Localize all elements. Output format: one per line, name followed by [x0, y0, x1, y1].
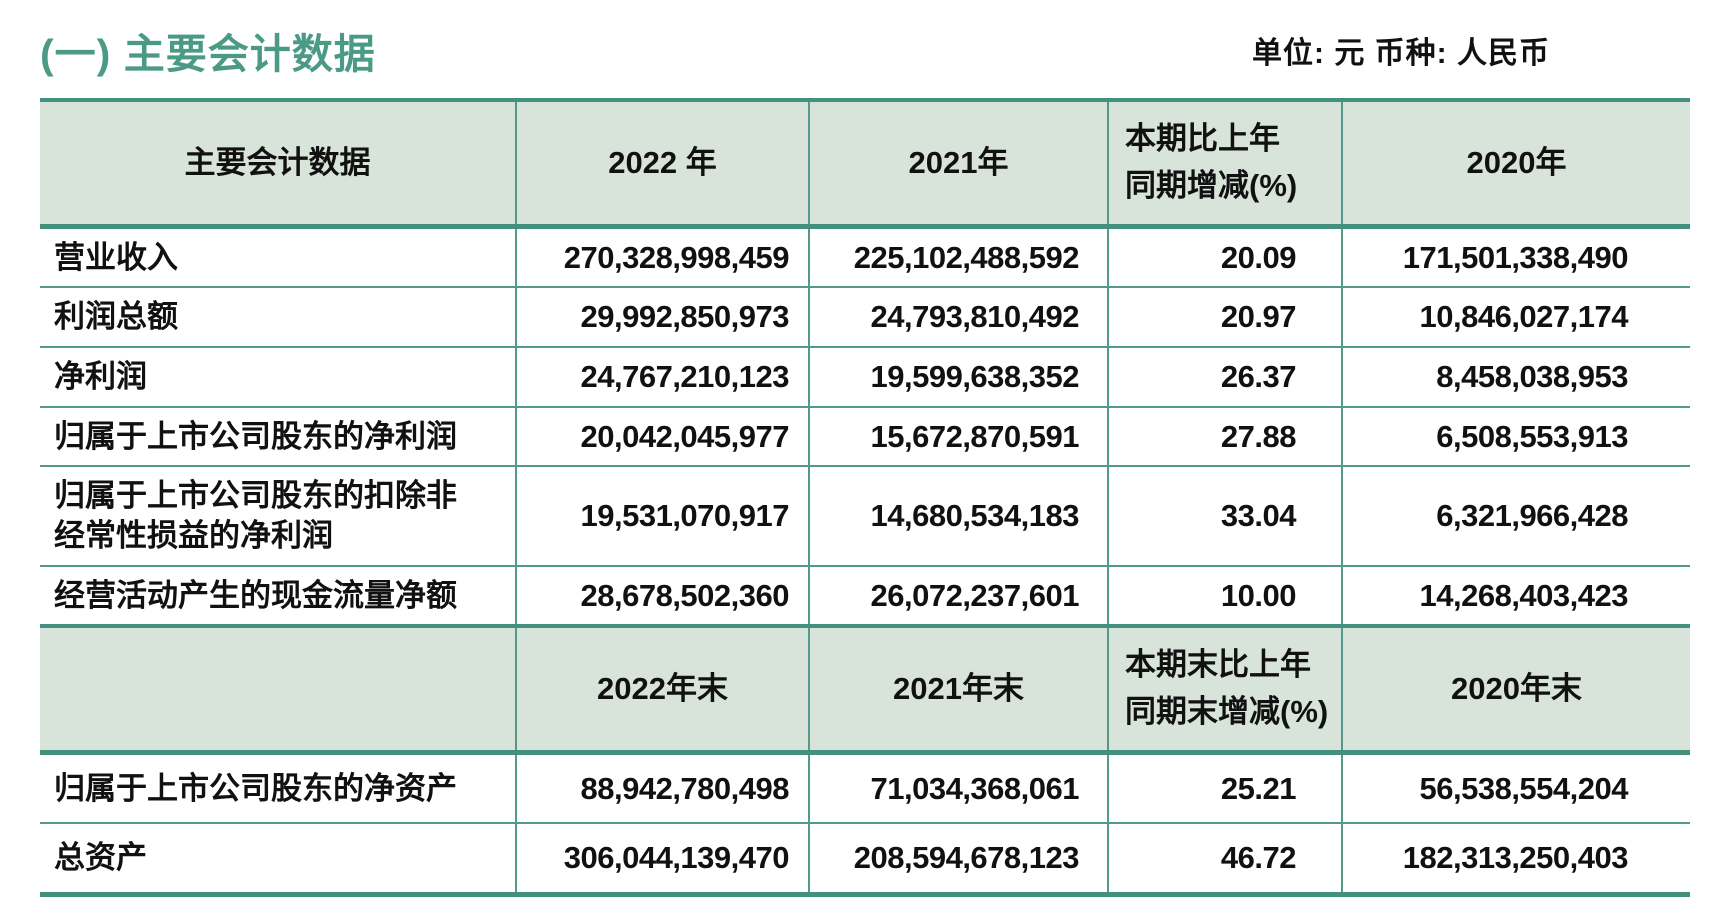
table-header-secondary: 2022年末 2021年末 本期末比上年 同期末增减(%) 2020年末 — [40, 624, 1690, 755]
value-cell: 10.00 — [1107, 564, 1342, 627]
value-cell: 20,042,045,977 — [515, 405, 809, 467]
section-title: (一) 主要会计数据 — [40, 31, 376, 77]
value-cell: 306,044,139,470 — [515, 822, 809, 895]
value-cell: 20.97 — [1107, 286, 1342, 347]
row-label-cell: 归属于上市公司股东的净利润 — [40, 405, 516, 467]
table-row: 总资产 306,044,139,470 208,594,678,123 46.72 18… — [40, 822, 1690, 895]
period-end-data-rows: 归属于上市公司股东的净资产 88,942,780,498 71,034,368,06… — [40, 752, 1690, 895]
value-cell: 208,594,678,123 — [808, 822, 1108, 895]
header-cell-2021-end: 2021年末 — [808, 624, 1108, 755]
row-label-cell: 营业收入 — [54, 239, 178, 275]
value-cell: 26,072,237,601 — [808, 564, 1108, 627]
value-cell: 26.37 — [1107, 345, 1342, 407]
key-accounting-data-table: 主要会计数据 2022 年 2021年 本期比上年 同期增减(%) 2020年 … — [40, 98, 1690, 898]
header-cell-yoy-change: 本期比上年 同期增减(%) — [1107, 98, 1342, 229]
value-cell: 24,793,810,492 — [808, 286, 1108, 347]
value-cell: 46.72 — [1107, 822, 1342, 895]
value-cell: 225,102,488,592 — [808, 226, 1108, 288]
value-cell: 24,767,210,123 — [515, 345, 809, 407]
value-cell: 270,328,998,459 — [515, 226, 809, 288]
value-cell: 10,846,027,174 — [1341, 286, 1690, 347]
row-label-cell: 归属于上市公司股东的净资产 — [54, 770, 457, 806]
row-label-cell: 利润总额 — [40, 286, 516, 347]
value-cell: 27.88 — [1107, 405, 1342, 467]
value-cell: 20.09 — [1107, 226, 1342, 288]
table-row: 净利润 24,767,210,123 19,599,638,352 26.37 8,45… — [40, 345, 1690, 407]
value-cell: 19,599,638,352 — [808, 345, 1108, 407]
table-row: 营业收入 270,328,998,459 225,102,488,592 20.09 1… — [40, 226, 1690, 288]
table-row: 归属于上市公司股东的净资产 88,942,780,498 71,034,368,06… — [40, 752, 1690, 824]
value-cell: 14,268,403,423 — [1341, 564, 1690, 627]
header-cell-2020-end: 2020年末 — [1341, 624, 1690, 755]
value-cell: 6,508,553,913 — [1341, 405, 1690, 467]
value-cell: 33.04 — [1107, 465, 1342, 566]
header-cell-blank — [40, 624, 516, 755]
table-row: 归属于上市公司股东的净利润 20,042,045,977 15,672,870,59… — [40, 405, 1690, 467]
table-row: 经营活动产生的现金流量净额 28,678,502,360 26,072,237,60… — [40, 564, 1690, 627]
value-cell: 14,680,534,183 — [808, 465, 1108, 566]
row-label-cell: 总资产 — [40, 822, 516, 895]
header-cell-2020: 2020年 — [1341, 98, 1690, 229]
table-header-primary: 主要会计数据 2022 年 2021年 本期比上年 同期增减(%) 2020年 — [40, 98, 1690, 229]
header-cell-2022: 2022 年 — [515, 98, 809, 229]
value-cell: 15,672,870,591 — [808, 405, 1108, 467]
value-cell: 6,321,966,428 — [1341, 465, 1690, 566]
annual-data-rows: 营业收入 270,328,998,459 225,102,488,592 20.09 1… — [40, 226, 1690, 627]
header-row-annual: 主要会计数据 2022 年 2021年 本期比上年 同期增减(%) 2020年 — [40, 98, 1690, 229]
value-cell: 28,678,502,360 — [515, 564, 809, 627]
header-row-period-end: 2022年末 2021年末 本期末比上年 同期末增减(%) 2020年末 — [40, 624, 1690, 755]
header-cell-indicator: 主要会计数据 — [40, 98, 516, 229]
header-cell-period-end-change: 本期末比上年 同期末增减(%) — [1107, 624, 1342, 755]
value-cell: 171,501,338,490 — [1341, 226, 1690, 288]
value-cell: 25.21 — [1107, 752, 1342, 824]
value-cell: 8,458,038,953 — [1341, 345, 1690, 407]
table-row: 利润总额 29,992,850,973 24,793,810,492 20.97 10,… — [40, 286, 1690, 347]
header-cell-2022-end: 2022年末 — [515, 624, 809, 755]
value-cell: 71,034,368,061 — [808, 752, 1108, 824]
section-header: (一) 主要会计数据 单位: 元 币种: 人民币 — [40, 20, 1690, 80]
value-cell: 56,538,554,204 — [1341, 752, 1690, 824]
value-cell: 19,531,070,917 — [515, 465, 809, 566]
unit-currency-label: 单位: 元 币种: 人民币 — [1252, 37, 1550, 70]
row-label-cell: 经营活动产生的现金流量净额 — [40, 564, 516, 627]
value-cell: 29,992,850,973 — [515, 286, 809, 347]
row-label-cell: 净利润 — [40, 345, 516, 407]
table-row: 归属于上市公司股东的扣除非 经常性损益的净利润 19,531,070,917 14,… — [40, 465, 1690, 566]
value-cell: 88,942,780,498 — [515, 752, 809, 824]
header-cell-2021: 2021年 — [808, 98, 1108, 229]
value-cell: 182,313,250,403 — [1341, 822, 1690, 895]
row-label-cell: 归属于上市公司股东的扣除非 经常性损益的净利润 — [40, 465, 516, 566]
